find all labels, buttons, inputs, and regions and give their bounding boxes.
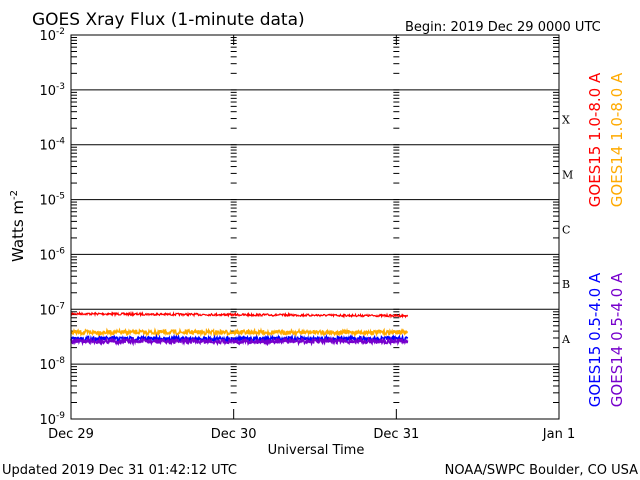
y-tick-label: 10-5: [39, 192, 65, 209]
updated-label: Updated 2019 Dec 31 01:42:12 UTC: [2, 463, 237, 478]
y-tick-base: 10: [39, 358, 56, 373]
series-line-4: [70, 336, 409, 347]
x-tick-label: Dec 31: [373, 427, 419, 442]
flare-class-m: M: [562, 168, 573, 181]
x-tick-label: Dec 30: [211, 427, 257, 442]
y-tick-base: 10: [39, 413, 56, 428]
y-tick-exp: -8: [56, 356, 65, 366]
y-tick-label: 10-9: [39, 411, 65, 428]
flare-class-a: A: [561, 333, 571, 346]
y-tick-base: 10: [39, 139, 56, 154]
y-tick-label: 10-2: [39, 27, 65, 44]
y-tick-label: 10-6: [39, 246, 65, 263]
y-tick-exp: -6: [56, 246, 65, 256]
legend-entry-3: GOES15 0.5-4.0 A: [586, 272, 604, 407]
y-tick-label: 10-4: [39, 137, 65, 154]
y-tick-exp: -4: [56, 137, 65, 147]
y-tick-exp: -3: [56, 82, 65, 92]
y-axis-label-text: Watts m: [9, 200, 27, 262]
plot-frame: [70, 34, 560, 420]
plot-grid: [71, 37, 559, 420]
y-tick-exp: -2: [56, 27, 65, 37]
flare-class-b: B: [562, 278, 570, 291]
flare-class-c: C: [562, 223, 570, 236]
legend-entry-1: GOES15 1.0-8.0 A: [586, 72, 604, 207]
x-tick-label: Jan 1: [542, 427, 575, 442]
series-line-1: [70, 310, 409, 319]
chart-title: GOES Xray Flux (1-minute data): [32, 10, 305, 30]
x-axis-label: Universal Time: [268, 443, 365, 458]
y-axis-label: Watts m-2: [9, 190, 27, 262]
begin-label: Begin: 2019 Dec 29 0000 UTC: [405, 20, 601, 35]
y-tick-exp: -7: [56, 301, 65, 311]
legend-entry-2: GOES14 1.0-8.0 A: [608, 72, 626, 207]
y-tick-label: 10-7: [39, 301, 65, 318]
y-tick-label: 10-3: [39, 82, 65, 99]
y-tick-base: 10: [39, 29, 56, 44]
y-tick-label: 10-8: [39, 356, 65, 373]
legend: GOES15 1.0-8.0 A GOES14 1.0-8.0 A GOES15 0…: [586, 72, 626, 407]
y-axis-label-sup: -2: [9, 190, 20, 200]
flare-class-x: X: [562, 114, 570, 127]
y-tick-exp: -5: [56, 192, 65, 202]
flare-class-labels: A B C M X: [561, 114, 573, 346]
y-tick-base: 10: [39, 84, 56, 99]
y-tick-base: 10: [39, 194, 56, 209]
y-axis: 10-910-810-710-610-510-410-310-2: [39, 27, 559, 428]
y-tick-base: 10: [39, 303, 56, 318]
credit-label: NOAA/SWPC Boulder, CO USA: [445, 463, 638, 478]
x-tick-label: Dec 29: [48, 427, 94, 442]
series-lines: [70, 310, 409, 347]
series-line-2: [70, 327, 409, 338]
legend-entry-4: GOES14 0.5-4.0 A: [608, 272, 626, 407]
y-tick-exp: -9: [56, 411, 65, 421]
x-axis: Dec 29 Dec 30 Dec 31 Jan 1: [48, 35, 575, 442]
y-tick-base: 10: [39, 248, 56, 263]
